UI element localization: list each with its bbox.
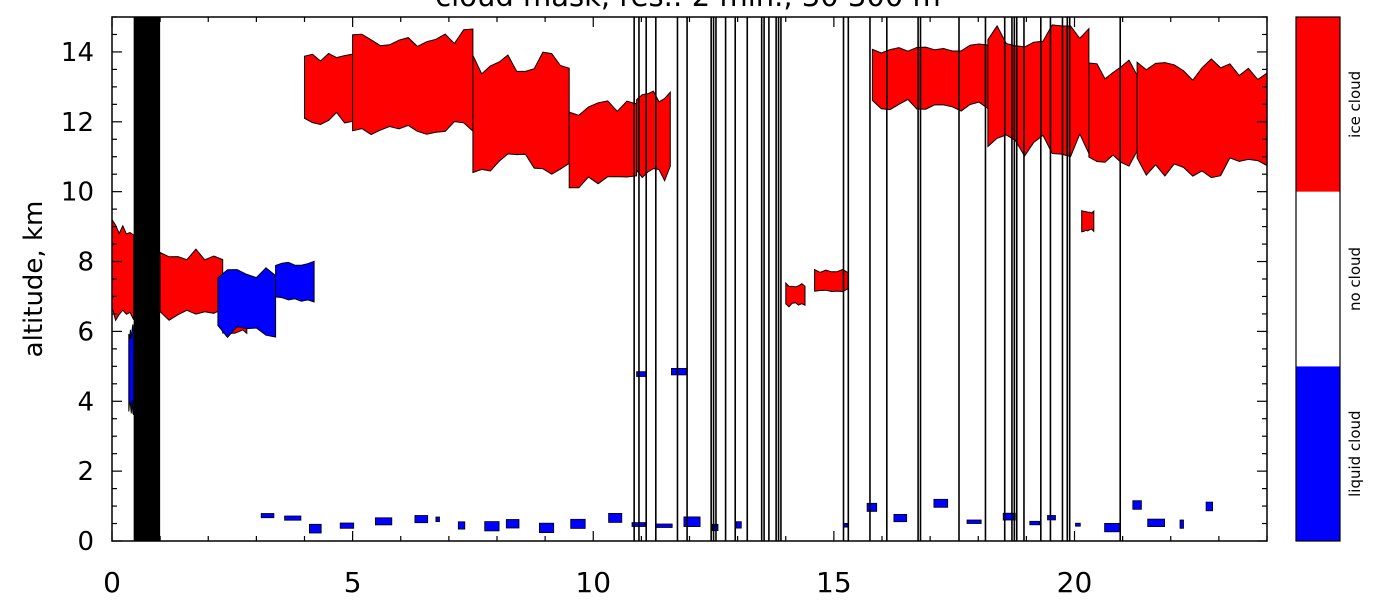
y-tick-label: 6 <box>77 317 94 347</box>
y-tick-label: 14 <box>61 38 94 68</box>
liquid-cloud-speck <box>1029 520 1041 526</box>
liquid-cloud-speck <box>636 371 647 377</box>
ice-cloud-region <box>159 248 224 321</box>
liquid-cloud-speck <box>1132 500 1142 510</box>
liquid-cloud-speck <box>435 516 440 522</box>
colorbar-label: liquid cloud <box>1346 410 1364 496</box>
y-tick-label: 4 <box>77 387 94 417</box>
liquid-cloud-speck <box>966 519 982 524</box>
liquid-cloud-speck <box>284 515 302 521</box>
liquid-cloud-speck <box>1047 515 1056 521</box>
ice-cloud-region <box>1136 58 1267 179</box>
liquid-cloud-speck <box>608 513 623 523</box>
liquid-cloud-speck <box>1104 523 1121 533</box>
colorbar-segment <box>1296 191 1340 367</box>
y-tick-label: 0 <box>77 527 94 557</box>
x-tick-label: 0 <box>103 566 121 599</box>
liquid-cloud-speck <box>374 517 393 526</box>
missing-data-layer <box>133 17 1122 541</box>
ice-cloud-region <box>785 281 806 308</box>
liquid-cloud-speck <box>1147 518 1165 527</box>
colorbar-segment <box>1296 17 1340 192</box>
liquid-cloud-speck <box>671 367 688 376</box>
y-tick-label: 2 <box>77 457 94 487</box>
x-tick-label: 5 <box>344 566 362 599</box>
liquid-cloud-speck <box>866 502 878 512</box>
liquid-cloud-region <box>128 324 135 416</box>
liquid-cloud-speck <box>539 522 555 534</box>
ice-cloud-region <box>112 218 135 322</box>
liquid-cloud-speck <box>933 498 949 508</box>
chart-title: cloud mask, res.: 2 min., 30 300 m <box>435 0 941 13</box>
liquid-cloud-speck <box>570 518 586 529</box>
liquid-cloud-speck <box>260 513 275 519</box>
liquid-cloud-speck <box>893 514 908 523</box>
colorbar: liquid cloud no cloud ice cloud <box>1295 16 1364 542</box>
ice-cloud-region <box>304 52 354 126</box>
liquid-cloud-region <box>217 267 277 339</box>
liquid-cloud-speck <box>414 515 429 524</box>
liquid-cloud-speck <box>1002 512 1016 521</box>
liquid-cloud-speck <box>655 523 673 528</box>
ice-cloud-region <box>568 100 638 189</box>
colorbar-segment <box>1296 366 1340 541</box>
colorbar-label: no cloud <box>1346 247 1364 311</box>
ice-cloud-region <box>871 43 989 112</box>
liquid-cloud-speck <box>505 519 520 529</box>
y-axis-label: altitude, km <box>19 201 49 358</box>
liquid-cloud-speck <box>711 523 719 531</box>
liquid-cloud-speck <box>339 522 355 529</box>
liquid-cloud-speck <box>1075 522 1081 527</box>
ice-cloud-region <box>636 90 671 182</box>
liquid-cloud-speck <box>1179 519 1184 529</box>
missing-data-block <box>133 17 161 541</box>
x-tick-label: 10 <box>575 566 611 599</box>
y-tick-label: 10 <box>61 178 94 208</box>
colorbar-label: ice cloud <box>1346 71 1364 138</box>
ice-cloud-region <box>1081 210 1095 233</box>
liquid-cloud-layer <box>128 260 1213 534</box>
liquid-cloud-speck <box>735 521 742 529</box>
liquid-cloud-speck <box>683 516 701 528</box>
liquid-cloud-speck <box>457 521 466 530</box>
colorbar-frame <box>1295 16 1341 542</box>
y-tick-label: 12 <box>61 108 94 138</box>
liquid-cloud-speck <box>1205 501 1213 512</box>
liquid-cloud-speck <box>308 523 322 534</box>
ice-cloud-region <box>1088 59 1138 167</box>
liquid-cloud-region <box>275 260 315 303</box>
x-tick-label: 15 <box>816 566 852 599</box>
x-tick-label: 20 <box>1057 566 1093 599</box>
ice-cloud-region <box>352 28 474 136</box>
y-tick-label: 8 <box>77 248 94 278</box>
liquid-cloud-speck <box>484 521 500 532</box>
axes: 0 5 10 15 20 0 2 4 6 8 10 12 14 <box>61 16 1268 599</box>
